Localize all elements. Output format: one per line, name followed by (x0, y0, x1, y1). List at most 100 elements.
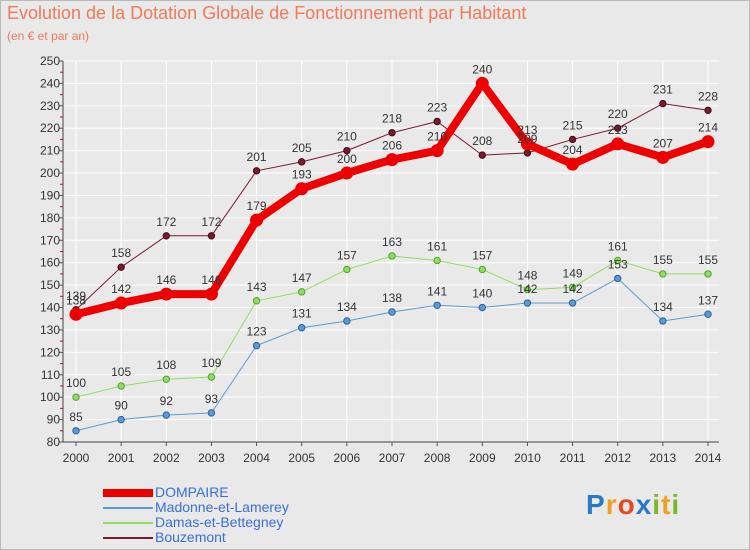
data-label-damas: 100 (66, 376, 86, 390)
data-label-bouzemont: 210 (337, 130, 357, 144)
brand-letter: o (617, 489, 636, 520)
chart-subtitle: (en € et par an) (7, 29, 90, 43)
series-point-damas (252, 297, 261, 305)
data-label-damas: 108 (156, 358, 176, 372)
series-point-madonne (433, 301, 441, 309)
series-point-madonne (388, 308, 396, 316)
series-point-dompaire (656, 150, 670, 164)
line-chart: 8090100110120130140150160170180190200210… (40, 54, 722, 465)
data-label-damas: 147 (292, 271, 312, 285)
series-point-dompaire (204, 287, 218, 301)
x-tick-label: 2009 (469, 451, 496, 465)
data-label-madonne: 90 (114, 399, 128, 413)
data-label-damas: 143 (247, 280, 267, 294)
series-point-dompaire (295, 182, 309, 196)
legend-label-bouzemont: Bouzemont (155, 529, 226, 545)
data-label-dompaire: 206 (382, 139, 402, 153)
series-point-damas (614, 256, 622, 265)
brand-letter: x (635, 489, 653, 520)
data-label-madonne: 123 (247, 325, 267, 339)
series-point-bouzemont (614, 124, 622, 132)
data-label-bouzemont: 205 (292, 141, 312, 155)
brand-letter: P (586, 489, 606, 520)
data-label-dompaire: 240 (472, 62, 492, 76)
y-tick-label: 190 (40, 188, 60, 202)
y-tick-label: 180 (40, 211, 60, 225)
data-label-bouzemont: 208 (472, 134, 492, 148)
series-point-damas (704, 270, 712, 278)
data-label-damas: 163 (382, 235, 402, 249)
data-label-madonne: 93 (205, 392, 219, 406)
series-point-madonne (252, 341, 261, 350)
data-label-madonne: 142 (517, 282, 537, 296)
series-point-bouzemont (298, 158, 306, 166)
data-label-dompaire: 193 (292, 168, 312, 182)
series-point-damas (568, 283, 577, 292)
data-label-damas: 157 (472, 248, 492, 262)
data-label-bouzemont: 201 (247, 150, 267, 164)
data-label-bouzemont: 220 (608, 107, 628, 121)
series-point-bouzemont (568, 135, 577, 144)
series-point-damas (207, 373, 216, 381)
series-point-bouzemont (252, 167, 261, 175)
series-point-dompaire (430, 144, 444, 158)
y-tick-label: 210 (40, 144, 60, 158)
series-point-damas (478, 265, 486, 274)
data-label-madonne: 131 (292, 307, 312, 321)
y-tick-label: 200 (40, 166, 60, 180)
data-label-bouzemont: 139 (66, 289, 86, 303)
legend-swatch-damas (103, 522, 153, 524)
data-label-madonne: 92 (160, 394, 174, 408)
legend-swatch-bouzemont (103, 537, 153, 539)
series-point-dompaire (701, 135, 715, 149)
series-point-bouzemont (523, 149, 532, 157)
series-point-bouzemont (478, 151, 486, 159)
data-label-damas: 109 (201, 356, 221, 370)
series-point-madonne (704, 310, 712, 318)
brand-letter: r (605, 489, 618, 520)
data-label-dompaire: 210 (427, 130, 447, 144)
series-point-bouzemont (207, 232, 216, 240)
y-tick-label: 80 (47, 435, 61, 449)
x-tick-label: 2004 (243, 451, 270, 465)
y-tick-label: 250 (40, 54, 60, 68)
series-point-madonne (568, 299, 577, 307)
series-point-dompaire (385, 153, 399, 167)
data-label-madonne: 142 (563, 282, 583, 296)
data-label-dompaire: 207 (653, 136, 673, 150)
data-label-bouzemont: 228 (698, 89, 718, 103)
data-label-damas: 105 (111, 365, 131, 379)
series-point-damas (433, 256, 441, 265)
y-tick-label: 110 (41, 368, 60, 382)
data-label-bouzemont: 223 (427, 101, 447, 115)
data-label-dompaire: 214 (698, 121, 718, 135)
series-point-damas (162, 375, 170, 383)
legend-swatch-dompaire (103, 489, 153, 497)
data-label-damas: 149 (563, 266, 583, 280)
x-tick-label: 2001 (108, 451, 135, 465)
data-label-dompaire: 213 (517, 123, 537, 137)
data-label-dompaire: 204 (563, 143, 583, 157)
y-tick-label: 220 (40, 121, 60, 135)
legend-label-dompaire: DOMPAIRE (155, 484, 229, 500)
data-label-bouzemont: 231 (653, 83, 673, 97)
x-tick-label: 2000 (63, 451, 90, 465)
data-label-dompaire: 138 (66, 293, 86, 307)
x-tick-label: 2013 (650, 451, 677, 465)
y-tick-label: 120 (40, 345, 60, 359)
series-point-damas (343, 265, 351, 274)
y-tick-label: 140 (40, 301, 60, 315)
series-point-damas (388, 252, 396, 260)
data-label-madonne: 134 (653, 300, 673, 314)
data-label-madonne: 85 (69, 410, 83, 424)
series-point-madonne (207, 409, 216, 417)
y-tick-label: 170 (40, 233, 60, 247)
series-point-madonne (523, 299, 532, 307)
data-label-dompaire: 213 (608, 123, 628, 137)
series-point-bouzemont (704, 106, 712, 115)
series-point-dompaire (520, 137, 534, 151)
x-tick-label: 2010 (514, 451, 541, 465)
series-point-bouzemont (388, 129, 396, 137)
